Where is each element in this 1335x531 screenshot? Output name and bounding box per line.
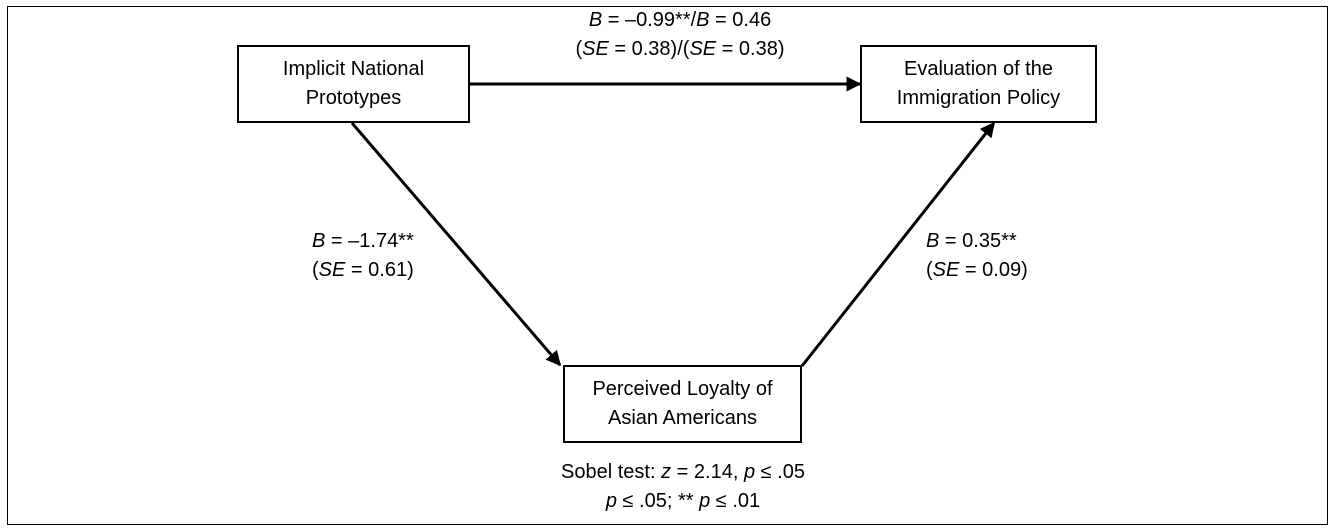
node-implicit-national-prototypes: Implicit National Prototypes: [237, 45, 470, 123]
figure-frame: [7, 6, 1328, 525]
label-direct-standard-errors: (SE = 0.38)/(SE = 0.38): [575, 38, 785, 60]
significance-legend: p ≤ .05; ** p ≤ .01: [605, 490, 761, 512]
label-a-coefficient: B = –1.74**: [312, 230, 414, 252]
label-b-coefficient: B = 0.35**: [926, 230, 1017, 252]
node-label-line2: Prototypes: [305, 87, 402, 109]
node-label-line1: Perceived Loyalty of: [592, 378, 773, 400]
label-b-standard-error: (SE = 0.09): [926, 259, 1028, 281]
node-evaluation-immigration-policy: Evaluation of the Immigration Policy: [860, 45, 1097, 123]
label-a-path: B = –1.74** (SE = 0.61): [312, 227, 414, 285]
node-label-line1: Evaluation of the: [903, 58, 1053, 80]
label-a-standard-error: (SE = 0.61): [312, 259, 414, 281]
arrow-a-path: [350, 122, 562, 367]
sobel-test: Sobel test: z = 2.14, p ≤ .05: [561, 461, 805, 483]
node-label-line1: Implicit National: [282, 58, 425, 80]
node-label-line2: Immigration Policy: [896, 87, 1061, 109]
label-direct-path: B = –0.99**/B = 0.46 (SE = 0.38)/(SE = 0…: [530, 6, 830, 64]
node-label-line2: Asian Americans: [608, 407, 757, 429]
label-b-path: B = 0.35** (SE = 0.09): [926, 227, 1028, 285]
node-perceived-loyalty: Perceived Loyalty of Asian Americans: [563, 365, 802, 443]
label-direct-coefficients: B = –0.99**/B = 0.46: [588, 9, 772, 31]
arrow-b-path: [800, 121, 996, 367]
figure-footer: Sobel test: z = 2.14, p ≤ .05 p ≤ .05; *…: [483, 458, 883, 516]
